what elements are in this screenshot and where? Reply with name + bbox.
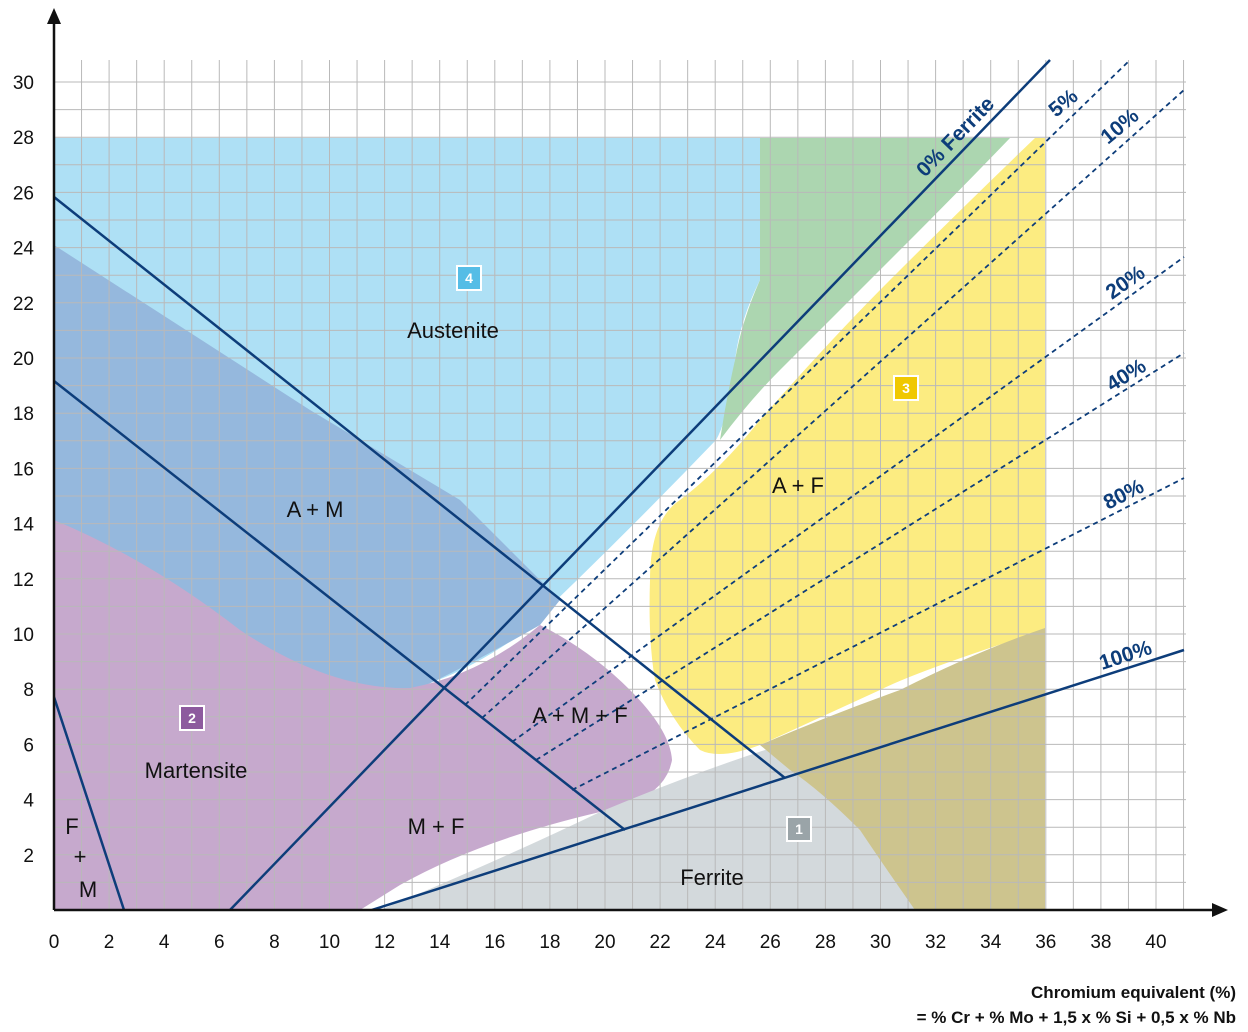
x-tick-label: 0: [49, 932, 60, 953]
y-tick-label: 24: [13, 239, 35, 260]
a-m-f-label: A + M + F: [532, 703, 627, 728]
x-tick-label: 16: [484, 932, 505, 953]
x-tick-label: 36: [1035, 932, 1056, 953]
x-tick-label: 32: [925, 932, 946, 953]
badge-a-f: 3: [893, 375, 919, 401]
ferrite-100-line: [371, 648, 1185, 910]
a-m-label: A + M: [287, 497, 344, 522]
ferrite-20-label: 20%: [1102, 261, 1150, 304]
svg-text:2: 2: [188, 710, 196, 726]
x-tick-label: 26: [760, 932, 781, 953]
f-m-boundary-line: [54, 696, 126, 910]
f-m-label-plus: +: [74, 844, 87, 869]
svg-text:4: 4: [465, 270, 473, 286]
ferrite-5-label: 5%: [1044, 84, 1082, 121]
y-tick-label: 30: [13, 73, 34, 94]
axes: [47, 8, 1228, 917]
ferrite-80-label: 80%: [1100, 475, 1148, 515]
y-tick-label: 22: [13, 294, 34, 315]
x-tick-label: 18: [539, 932, 560, 953]
ferrite-10-label: 10%: [1096, 104, 1143, 149]
y-tick-label: 4: [23, 791, 34, 812]
badge-austenite: 4: [456, 265, 482, 291]
f-m-label-m: M: [79, 877, 97, 902]
x-tick-label: 8: [269, 932, 280, 953]
x-tick-label: 6: [214, 932, 225, 953]
x-tick-label: 20: [594, 932, 615, 953]
y-tick-label: 8: [23, 680, 34, 701]
y-tick-label: 26: [13, 183, 34, 204]
x-tick-label: 4: [159, 932, 170, 953]
y-tick-label: 6: [23, 735, 34, 756]
ferrite-label: Ferrite: [680, 865, 744, 890]
y-tick-label: 10: [13, 625, 34, 646]
martensite-boundary-line: [54, 380, 626, 831]
ferrite-40-line: [535, 352, 1185, 761]
y-axis-arrow-icon: [47, 8, 61, 24]
badge-ferrite: 1: [786, 816, 812, 842]
y-tick-label: 2: [23, 846, 34, 867]
x-tick-label: 30: [870, 932, 891, 953]
svg-text:3: 3: [902, 380, 910, 396]
f-m-label-f: F: [65, 814, 78, 839]
austenite-ferrite-green-region: [720, 138, 1010, 440]
x-tick-label: 24: [705, 932, 727, 953]
ferrite-5-line: [464, 59, 1131, 706]
martensite-label: Martensite: [145, 758, 248, 783]
x-axis-arrow-icon: [1212, 903, 1228, 917]
x-tick-label: 2: [104, 932, 115, 953]
y-tick-label: 12: [13, 570, 34, 591]
ferrite-0-line: [229, 59, 1051, 910]
svg-text:1: 1: [795, 821, 803, 837]
x-tick-label: 14: [429, 932, 451, 953]
x-tick-label: 34: [980, 932, 1002, 953]
y-tick-label: 14: [13, 515, 35, 536]
x-tick-label: 10: [319, 932, 340, 953]
austenite-label: Austenite: [407, 318, 499, 343]
x-tick-label: 22: [650, 932, 671, 953]
ferrite-10-line: [481, 89, 1185, 719]
y-tick-label: 16: [13, 459, 34, 480]
x-tick-label: 12: [374, 932, 395, 953]
x-axis-formula: = % Cr + % Mo + 1,5 x % Si + 0,5 x % Nb: [917, 1008, 1236, 1027]
ferrite-austenite-overlap-region: [760, 628, 1045, 910]
ferrite-20-line: [511, 256, 1185, 743]
y-tick-label: 28: [13, 128, 34, 149]
badge-martensite: 2: [179, 705, 205, 731]
x-tick-label: 40: [1145, 932, 1166, 953]
y-tick-label: 20: [13, 349, 34, 370]
y-tick-label: 18: [13, 404, 34, 425]
x-tick-label: 28: [815, 932, 836, 953]
martensite-region: [54, 520, 672, 910]
m-f-label: M + F: [408, 814, 465, 839]
a-f-region: [649, 138, 1045, 754]
grid: [54, 60, 1186, 910]
austenite-boundary-line: [54, 196, 786, 779]
ferrite-80-line: [571, 477, 1185, 791]
x-axis-title: Chromium equivalent (%): [1031, 983, 1236, 1002]
x-tick-label: 38: [1090, 932, 1111, 953]
a-f-label: A + F: [772, 473, 824, 498]
